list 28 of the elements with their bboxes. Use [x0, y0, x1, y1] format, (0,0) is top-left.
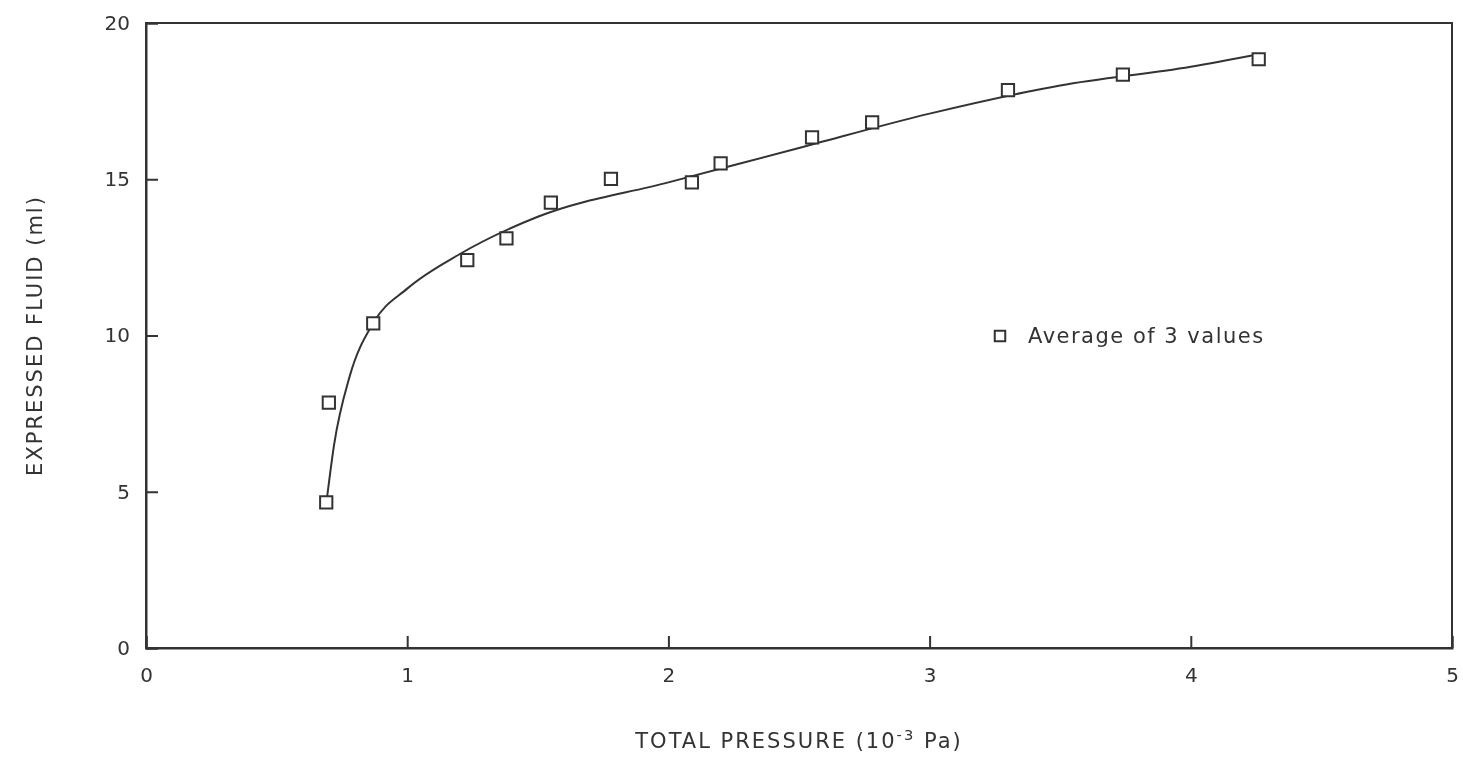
legend-label: Average of 3 values: [1028, 324, 1265, 349]
point: [460, 253, 475, 268]
y-tick-label: 15: [104, 167, 130, 192]
point: [543, 195, 558, 210]
point: [865, 115, 880, 130]
point: [1251, 52, 1266, 67]
y-tick-label: 20: [104, 10, 130, 35]
point: [713, 156, 728, 171]
y-axis-title: EXPRESSED FLUID (ml): [23, 195, 47, 476]
point: [804, 130, 820, 145]
y-tick-label: 5: [117, 479, 130, 504]
x-tick-label: 5: [1446, 663, 1459, 688]
x-tick-label: 4: [1184, 663, 1198, 688]
x-tick-label: 3: [923, 663, 937, 688]
point: [603, 171, 619, 187]
point: [1115, 67, 1131, 82]
y-tick-label: 10: [104, 323, 130, 348]
point: [1000, 83, 1016, 98]
y-tick-label: 0: [117, 635, 130, 660]
point: [684, 175, 700, 190]
x-tick-label: 1: [401, 663, 415, 688]
x-axis-title: TOTAL PRESSURE (10$^{-3}$ Pa): [634, 725, 963, 753]
point: [321, 395, 336, 410]
x-tick-label: 0: [140, 663, 153, 688]
x-tick-label: 2: [662, 663, 676, 688]
point: [319, 495, 334, 510]
point: [366, 316, 381, 331]
point: [499, 231, 514, 246]
